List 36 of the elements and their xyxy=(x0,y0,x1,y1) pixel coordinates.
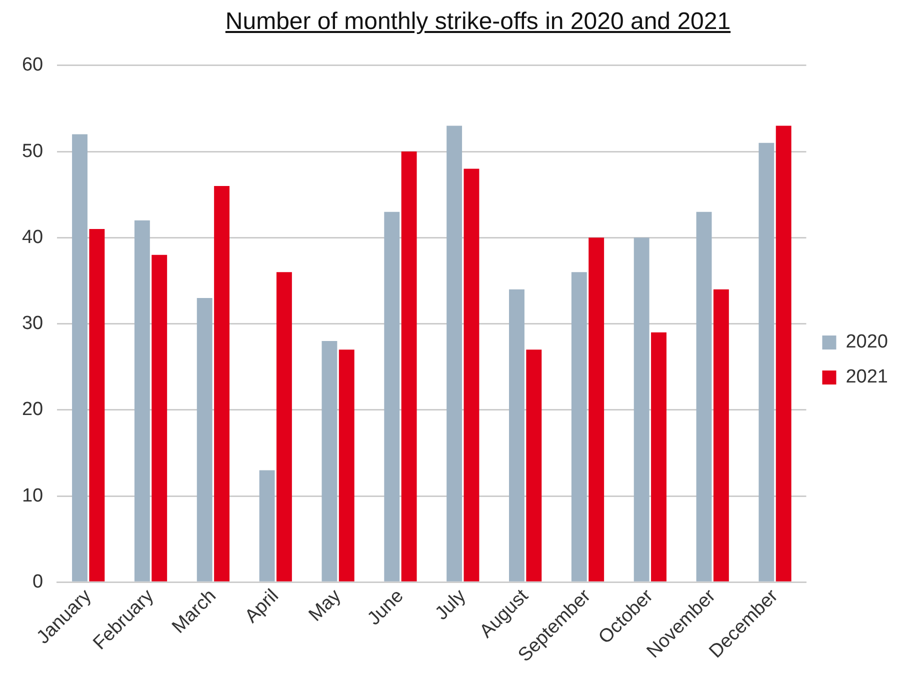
bar xyxy=(651,332,666,582)
bar xyxy=(446,126,462,582)
bar xyxy=(464,168,480,582)
bar xyxy=(634,238,650,582)
bar xyxy=(713,289,729,582)
bar xyxy=(322,341,338,582)
bar xyxy=(89,229,105,582)
y-tick-label: 60 xyxy=(22,54,44,76)
bar xyxy=(259,470,275,582)
y-tick-label: 20 xyxy=(22,399,44,420)
bar xyxy=(776,126,792,582)
y-tick-label: 10 xyxy=(22,485,44,506)
bar xyxy=(276,272,292,582)
chart-title: Number of monthly strike-offs in 2020 and 2021 xyxy=(224,8,732,36)
y-tick-label: 30 xyxy=(22,313,44,334)
x-tick-label: July xyxy=(431,585,470,624)
bar xyxy=(571,272,587,582)
bar xyxy=(214,186,230,582)
bar xyxy=(509,289,524,582)
legend-label: 2021 xyxy=(846,366,888,388)
x-tick-label: May xyxy=(305,585,346,626)
y-tick-label: 40 xyxy=(22,226,44,248)
bar xyxy=(696,212,712,582)
y-tick-label: 0 xyxy=(32,571,44,592)
bar xyxy=(758,142,774,582)
y-tick-label: 50 xyxy=(22,140,44,162)
bar xyxy=(526,350,542,582)
bar xyxy=(72,134,88,582)
bar xyxy=(196,298,212,582)
bar xyxy=(338,350,354,582)
bar xyxy=(134,220,150,582)
bar xyxy=(384,212,400,582)
bar xyxy=(152,254,168,582)
bar xyxy=(401,152,417,582)
bar xyxy=(588,238,604,582)
legend-label: 2020 xyxy=(846,332,888,353)
